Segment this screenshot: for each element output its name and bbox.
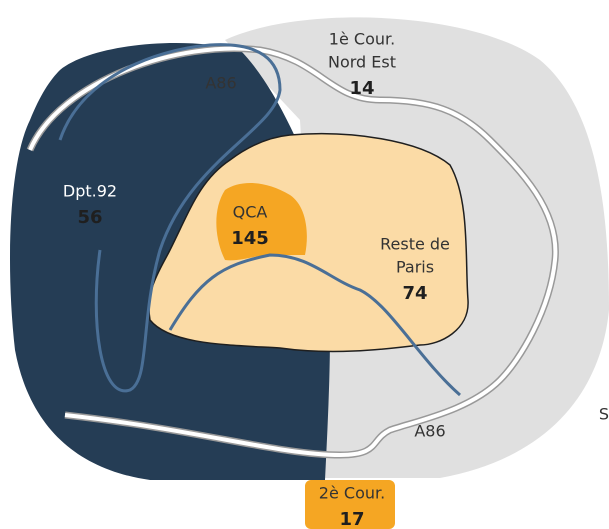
label-box [305, 480, 395, 529]
region-label: Paris [396, 258, 434, 277]
region-label: Reste de [380, 235, 450, 254]
region-label: 1è Cour. [329, 30, 395, 49]
region-value: 14 [349, 78, 374, 99]
road [28, 46, 558, 458]
region-value: 74 [402, 283, 427, 304]
river [168, 253, 461, 397]
edge-text: S [599, 405, 609, 424]
region-value: 145 [231, 228, 269, 249]
road-label: A86 [205, 74, 236, 93]
river [58, 43, 282, 393]
region-value: 17 [339, 509, 364, 529]
region-label: Nord Est [328, 53, 396, 72]
region-value: 56 [77, 207, 102, 228]
region-label: 2è Cour. [319, 484, 385, 503]
region-label: QCA [233, 203, 268, 222]
region-label: Dpt.92 [63, 182, 117, 201]
zone-qca [216, 183, 307, 261]
road-label: A86 [414, 422, 445, 441]
